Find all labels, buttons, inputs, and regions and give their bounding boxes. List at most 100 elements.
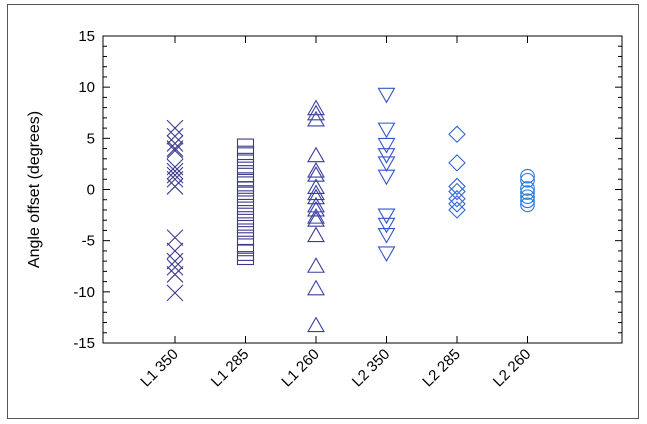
data-point-x (166, 284, 184, 302)
data-point-circle (520, 185, 535, 200)
data-point-x (166, 266, 184, 283)
data-point-diamond (448, 154, 466, 172)
data-point-square (236, 152, 255, 163)
chart-frame: -15 -10 -5 0 5 10 15 L1 350 L1 285 L1 260 L2 350 L… (7, 4, 639, 419)
data-point-triangle-up (307, 226, 325, 243)
data-point-triangle-down (377, 137, 396, 154)
data-point-x-stroke (166, 170, 184, 188)
data-point-square (236, 165, 255, 176)
data-point-triangle-down (377, 156, 396, 173)
y-tick-label: 10 (78, 79, 95, 96)
data-point-square (236, 217, 255, 228)
data-point-square (236, 211, 255, 222)
data-point-triangle-down (377, 169, 396, 186)
data-point-square (236, 138, 255, 149)
data-point-x-stroke (166, 252, 184, 270)
data-point-circle (520, 189, 535, 205)
data-point-triangle-up (307, 146, 325, 163)
data-point-x (166, 258, 184, 276)
data-point-triangle-up (307, 184, 325, 201)
data-point-x-stroke (166, 229, 184, 246)
data-point-square (236, 145, 255, 156)
data-point-x-stroke (166, 284, 184, 302)
data-point-x (166, 119, 184, 137)
data-point-x (166, 178, 184, 195)
data-point-square (236, 192, 255, 203)
data-point-x (166, 170, 184, 188)
data-point-triangle-down (377, 87, 396, 104)
data-point-x-stroke (166, 178, 184, 195)
y-tick-label: 15 (78, 28, 95, 45)
data-point-x-stroke (166, 119, 184, 137)
data-point-triangle-up (307, 316, 325, 333)
x-tick-label: L1 260 (278, 346, 322, 390)
data-point-x-stroke (166, 258, 184, 276)
x-axis: L1 350 L1 285 L1 260 L2 350 L2 285 L2 260 (137, 36, 534, 390)
data-point-triangle-up (307, 208, 325, 224)
data-point-diamond (448, 125, 466, 144)
data-point-diamond (448, 201, 466, 219)
data-point-x-stroke (166, 140, 184, 157)
data-point-square (236, 158, 255, 169)
data-point-x (166, 135, 184, 152)
x-tick-label: L1 285 (208, 346, 252, 390)
data-point-x-stroke (166, 266, 184, 283)
data-point-square (236, 255, 255, 266)
plot-area (102, 35, 623, 344)
data-point-square (236, 223, 255, 234)
data-points (166, 87, 535, 333)
y-axis: -15 -10 -5 0 5 10 15 (73, 28, 622, 352)
data-point-triangle-up (307, 188, 325, 205)
data-point-diamond (448, 195, 466, 213)
data-point-square (236, 176, 255, 187)
data-point-triangle-down (377, 246, 396, 263)
data-point-x (166, 242, 184, 260)
data-point-triangle-up (307, 110, 325, 127)
data-point-triangle-up (307, 99, 325, 116)
data-point-square (236, 181, 255, 192)
data-point-circle (520, 197, 535, 213)
data-point-triangle-up (307, 257, 325, 273)
data-point-square (236, 229, 255, 240)
data-point-triangle-down (377, 208, 396, 225)
data-point-circle (520, 193, 535, 209)
data-point-circle (520, 168, 535, 184)
data-point-x (166, 127, 184, 145)
data-point-triangle-down (377, 148, 396, 164)
data-point-triangle-up (307, 211, 325, 227)
x-tick-label: L1 350 (137, 346, 181, 390)
data-point-diamond (448, 182, 466, 201)
data-point-x (166, 252, 184, 270)
data-point-diamond (448, 177, 466, 196)
y-tick-label: -5 (82, 233, 95, 250)
data-point-diamond (448, 189, 466, 208)
data-point-x (166, 158, 184, 176)
x-tick-label: L2 260 (490, 346, 534, 390)
data-point-triangle-up (307, 178, 325, 195)
x-tick-label: L2 285 (419, 346, 463, 390)
y-tick-label: 0 (87, 182, 95, 199)
data-point-square (236, 198, 255, 209)
data-point-triangle-up (307, 200, 325, 217)
data-point-triangle-up (307, 166, 325, 182)
data-point-x-stroke (166, 162, 184, 180)
data-point-x-stroke (166, 127, 184, 145)
data-point-triangle-up (307, 279, 325, 296)
y-tick-label: 5 (87, 130, 95, 147)
data-point-x (166, 142, 184, 160)
y-tick-label: -10 (73, 284, 95, 301)
data-point-square (236, 205, 255, 215)
data-point-x (166, 229, 184, 246)
x-tick-label: L2 350 (349, 346, 393, 390)
data-point-triangle-down (377, 122, 396, 139)
data-point-x-stroke (166, 135, 184, 152)
data-point-square (236, 243, 255, 254)
data-point-triangle-up (307, 104, 325, 121)
data-point-triangle-up (307, 161, 325, 178)
data-point-circle (520, 172, 535, 188)
data-point-x (166, 140, 184, 157)
data-point-triangle-down (377, 227, 396, 244)
data-point-square (236, 186, 255, 197)
data-point-circle (520, 181, 535, 196)
